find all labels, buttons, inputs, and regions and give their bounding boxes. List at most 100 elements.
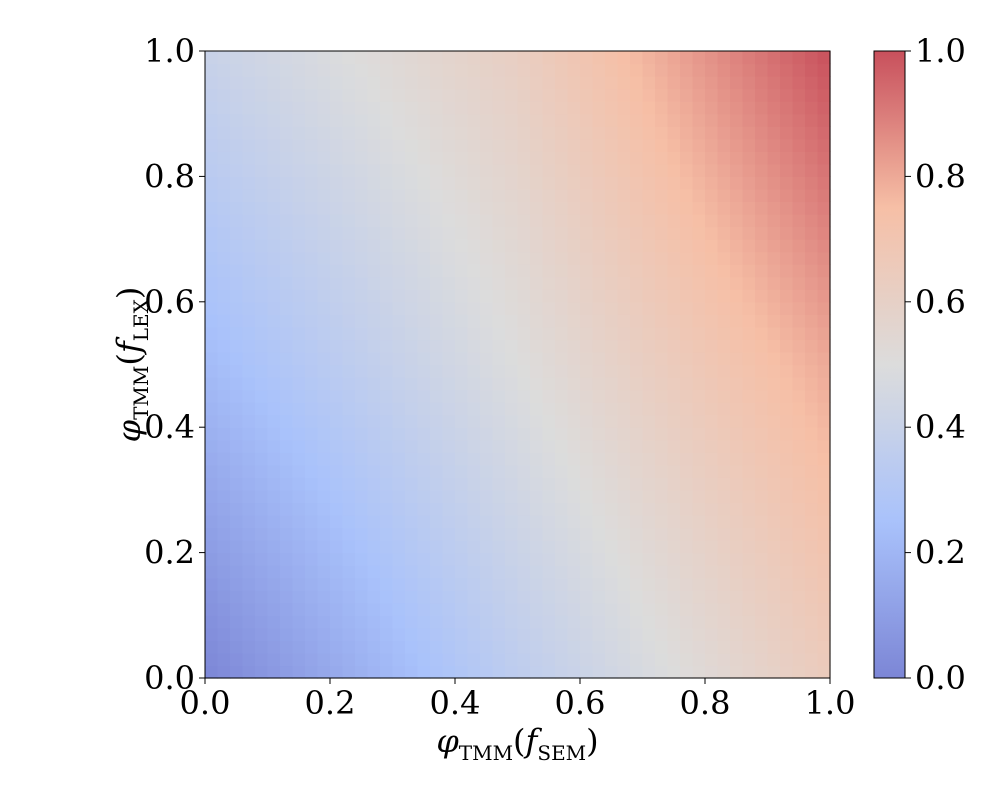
- heatmap-cell: [492, 652, 506, 667]
- heatmap-cell: [755, 76, 769, 90]
- heatmap-cell: [692, 414, 706, 428]
- heatmap-cell: [580, 163, 594, 177]
- heatmap-cell: [330, 502, 344, 516]
- heatmap-cell: [780, 389, 794, 403]
- heatmap-cell: [255, 151, 269, 165]
- heatmap-cell: [667, 251, 681, 265]
- heatmap-cell: [255, 214, 269, 228]
- heatmap-cell: [792, 276, 806, 290]
- heatmap-cell: [442, 377, 456, 391]
- heatmap-cell: [317, 214, 331, 228]
- heatmap-cell: [292, 640, 306, 654]
- heatmap-cell: [405, 214, 419, 228]
- heatmap-cell: [555, 289, 569, 303]
- heatmap-cell: [317, 176, 331, 190]
- heatmap-cell: [667, 615, 681, 629]
- heatmap-cell: [680, 364, 694, 378]
- heatmap-cell: [205, 276, 219, 290]
- heatmap-cell: [242, 239, 256, 253]
- colorbar: [873, 50, 906, 679]
- heatmap-cell: [405, 414, 419, 428]
- heatmap-cell: [630, 351, 644, 366]
- heatmap-cell: [542, 176, 556, 190]
- heatmap-cell: [467, 126, 481, 140]
- heatmap-cell: [305, 326, 319, 341]
- heatmap-cell: [667, 63, 681, 77]
- heatmap-cell: [542, 251, 556, 265]
- heatmap-cell: [617, 301, 631, 315]
- heatmap-cell: [555, 427, 569, 441]
- heatmap-cell: [230, 239, 244, 253]
- heatmap-cell: [217, 113, 231, 127]
- heatmap-cell: [567, 402, 581, 416]
- heatmap-cell: [317, 289, 331, 303]
- heatmap-cell: [817, 590, 831, 604]
- heatmap-cell: [455, 377, 469, 391]
- heatmap-cell: [567, 502, 581, 516]
- heatmap-cell: [667, 76, 681, 90]
- heatmap-cell: [467, 590, 481, 604]
- heatmap-cell: [780, 477, 794, 491]
- heatmap-cell: [592, 176, 606, 190]
- heatmap-cell: [617, 88, 631, 102]
- heatmap-cell: [517, 276, 531, 290]
- heatmap-cell: [380, 113, 394, 127]
- heatmap-cell: [205, 615, 219, 629]
- heatmap-cell: [605, 226, 619, 240]
- heatmap-cell: [267, 351, 281, 366]
- heatmap-cell: [630, 489, 644, 504]
- heatmap-cell: [217, 477, 231, 491]
- heatmap-cell: [767, 527, 781, 541]
- heatmap-cell: [630, 301, 644, 315]
- heatmap-cell: [567, 364, 581, 378]
- heatmap-cell: [705, 377, 719, 391]
- heatmap-cell: [580, 439, 594, 453]
- heatmap-cell: [492, 226, 506, 240]
- heatmap-cell: [592, 101, 606, 115]
- heatmap-cell: [330, 151, 344, 165]
- heatmap-cell: [517, 264, 531, 278]
- heatmap-cell: [542, 427, 556, 441]
- heatmap-cell: [480, 251, 494, 265]
- heatmap-cell: [567, 314, 581, 328]
- heatmap-cell: [730, 151, 744, 165]
- heatmap-cell: [592, 51, 606, 65]
- heatmap-cell: [380, 414, 394, 428]
- heatmap-cell: [655, 226, 669, 240]
- heatmap-cell: [755, 452, 769, 466]
- heatmap-cell: [467, 489, 481, 504]
- heatmap-cell: [280, 452, 294, 466]
- heatmap-cell: [780, 138, 794, 152]
- heatmap-cell: [492, 214, 506, 228]
- heatmap-cell: [505, 251, 519, 265]
- heatmap-cell: [442, 301, 456, 315]
- heatmap-cell: [742, 402, 756, 416]
- heatmap-cell: [330, 615, 344, 629]
- heatmap-cell: [380, 577, 394, 591]
- heatmap-cell: [630, 239, 644, 253]
- heatmap-cell: [417, 590, 431, 604]
- heatmap-cell: [417, 239, 431, 253]
- heatmap-cell: [242, 464, 256, 478]
- heatmap-cell: [367, 427, 381, 441]
- heatmap-cell: [755, 188, 769, 203]
- heatmap-cell: [705, 251, 719, 265]
- heatmap-cell: [480, 201, 494, 215]
- heatmap-cell: [305, 452, 319, 466]
- heatmap-cell: [617, 201, 631, 215]
- heatmap-cell: [255, 88, 269, 102]
- heatmap-cell: [642, 439, 656, 453]
- heatmap-cell: [805, 439, 819, 453]
- heatmap-cell: [205, 63, 219, 77]
- heatmap-cell: [317, 351, 331, 366]
- heatmap-cell: [530, 151, 544, 165]
- heatmap-cell: [705, 552, 719, 566]
- heatmap-cell: [417, 652, 431, 667]
- heatmap-cell: [755, 226, 769, 240]
- heatmap-cell: [305, 402, 319, 416]
- heatmap-cell: [467, 188, 481, 203]
- heatmap-cell: [730, 665, 744, 679]
- heatmap-cell: [455, 251, 469, 265]
- heatmap-cell: [355, 188, 369, 203]
- heatmap-cell: [342, 214, 356, 228]
